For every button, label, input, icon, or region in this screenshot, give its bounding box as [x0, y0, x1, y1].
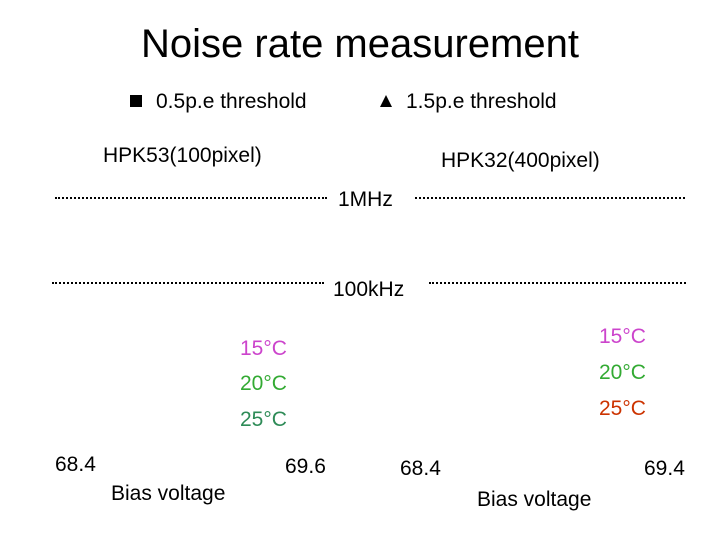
reference-line-100khz-left — [52, 282, 324, 284]
chart-title-right: HPK32(400pixel) — [441, 149, 600, 172]
temp-label-20c-right: 20°C — [599, 361, 646, 384]
temp-label-25c-right: 25°C — [599, 397, 646, 420]
reference-label-1mhz: 1MHz — [338, 188, 393, 211]
x-axis-label-left: Bias voltage — [111, 482, 226, 505]
legend-label: 1.5p.e threshold — [406, 90, 557, 113]
page-title: Noise rate measurement — [141, 22, 579, 66]
triangle-marker-icon — [380, 95, 392, 107]
temp-label-15c-right: 15°C — [599, 325, 646, 348]
square-marker-icon — [130, 95, 142, 107]
temp-label-15c-left: 15°C — [240, 337, 287, 360]
legend-item-1.5pe: 1.5p.e threshold — [380, 90, 557, 114]
reference-label-100khz: 100kHz — [333, 278, 405, 301]
chart-title-left: HPK53(100pixel) — [103, 144, 262, 167]
x-tick-right-min: 68.4 — [400, 457, 441, 480]
legend-label: 0.5p.e threshold — [156, 90, 307, 113]
x-tick-left-max: 69.6 — [285, 455, 326, 478]
legend-item-0.5pe: 0.5p.e threshold — [130, 90, 307, 114]
reference-line-1mhz-left — [55, 197, 327, 199]
reference-line-1mhz-right — [415, 197, 685, 199]
x-axis-label-right: Bias voltage — [477, 488, 592, 511]
temp-label-20c-left: 20°C — [240, 372, 287, 395]
temp-label-25c-left: 25°C — [240, 408, 287, 431]
reference-line-100khz-right — [429, 282, 686, 284]
x-tick-left-min: 68.4 — [55, 453, 96, 476]
x-tick-right-max: 69.4 — [644, 457, 685, 480]
